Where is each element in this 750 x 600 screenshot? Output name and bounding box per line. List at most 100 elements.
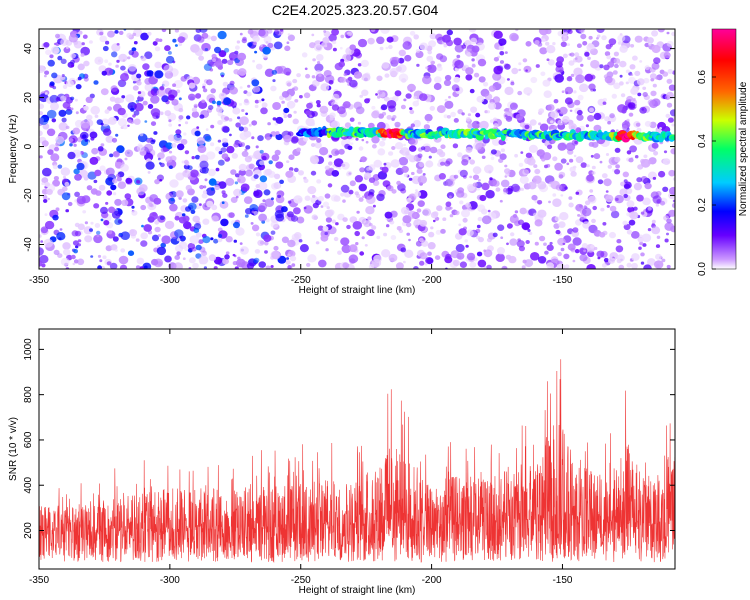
spectrogram-cell [178,115,184,120]
spectrogram-cell [116,176,122,182]
spectrogram-cell [504,168,511,175]
spectrogram-cell [407,83,416,92]
spectrogram-cell [361,89,369,97]
spectrogram-cell [245,169,253,177]
spectrogram-cell [73,40,83,49]
spectrogram-cell [381,249,391,258]
spectrogram-cell [632,55,638,61]
spectrogram-cell [448,95,451,99]
spectrogram-cell [346,170,353,176]
spectrogram-cell [584,73,594,82]
spectrogram-cell [143,143,154,153]
spectrogram-cell [217,111,224,117]
spectrogram-cell [116,59,120,63]
spectrogram-cell [254,99,259,104]
spectrogram-cell [45,49,52,56]
spectrogram-cell [191,107,197,113]
spectrogram-cell [608,38,617,46]
spectrogram-cell [465,74,473,81]
spectrogram-cell [554,74,564,83]
spectrogram-cell [39,130,43,137]
spectrogram-cell [52,86,57,90]
spectrogram-cell [361,236,365,240]
spectrogram-cell [523,87,533,96]
spectrogram-cell [503,187,508,193]
spectrogram-cell [430,226,434,230]
spectrogram-cell [163,64,174,74]
spectrogram-cell [509,32,519,42]
spectrogram-cell [476,95,485,103]
spectrogram-cell [395,142,404,150]
spectrogram-cell [58,122,68,131]
spectrogram-cell [299,244,309,253]
spectrogram-cell [340,192,345,197]
spectrogram-cell [530,251,540,261]
spectrogram-cell [373,145,376,149]
spectrogram-cell [181,160,185,164]
spectrogram-cell [666,232,669,236]
spectrogram-cell [583,249,587,253]
spectrogram-cell [78,30,83,35]
spectrogram-cell [80,46,90,56]
spectrogram-cell [416,63,420,67]
spectrogram-cell [655,244,661,249]
spectrogram-cell [498,45,504,51]
spectrogram-cell [118,232,123,237]
spectrogram-cell [97,254,102,258]
spectrogram-cell [419,252,428,260]
spectrogram-cell [264,198,275,207]
spectrogram-cell [467,123,474,129]
spectrogram-cell [650,147,655,152]
spectrogram-cell [83,60,90,67]
spectrogram-cell [442,217,447,221]
spectrogram-cell [535,64,540,68]
spectrogram-cell [550,120,554,124]
spectrogram-cell [171,142,177,148]
spectrogram-cell [178,107,184,113]
spectrogram-cell [454,60,464,69]
spectrogram-cell [536,149,545,157]
spectrogram-cell [140,32,149,41]
spectrogram-cell [666,264,671,269]
spectrogram-cell [368,189,375,195]
spectrogram-cell [557,109,561,113]
spectrogram-cell [619,81,624,86]
spectrogram-cell [61,192,71,201]
spectrogram-cell [477,259,487,268]
spectrogram-cell [428,231,435,238]
spectrogram-cell [521,265,526,269]
spectrogram-cell [263,234,272,242]
spectrogram-cell [663,51,671,59]
spectrogram-cell [644,120,652,127]
spectrogram-cell [178,42,183,47]
spectrogram-cell [43,42,50,48]
spectrogram-cell [180,138,188,145]
spectrogram-cell [64,181,70,187]
spectrogram-cell [211,215,219,222]
spectrogram-cell [204,48,209,51]
spectrogram-cell [560,247,565,252]
spectrogram-cell [289,255,297,262]
spectrogram-cell [361,73,371,82]
spectrogram-cell [568,202,574,208]
spectrogram-cell [576,109,583,116]
spectrogram-cell [486,264,492,269]
y-tick-label: 400 [23,476,34,493]
spectrogram-cell [221,125,229,133]
spectrogram-cell [315,241,320,245]
spectrogram-cell [277,194,282,199]
spectrogram-cell [644,65,650,71]
spectrogram-cell [144,120,148,123]
spectrogram-cell [197,145,207,153]
spectrogram-cell [99,31,104,36]
spectrogram-cell [184,150,190,155]
spectrogram-cell [257,135,264,142]
spectrogram-cell [84,221,88,225]
spectrogram-cell [126,124,130,128]
spectrogram-cell [152,41,158,46]
y-tick-label: 800 [23,386,34,403]
spectrogram-cell [330,194,339,202]
spectrogram-cell [371,225,377,230]
spectrogram-cell [253,190,260,197]
